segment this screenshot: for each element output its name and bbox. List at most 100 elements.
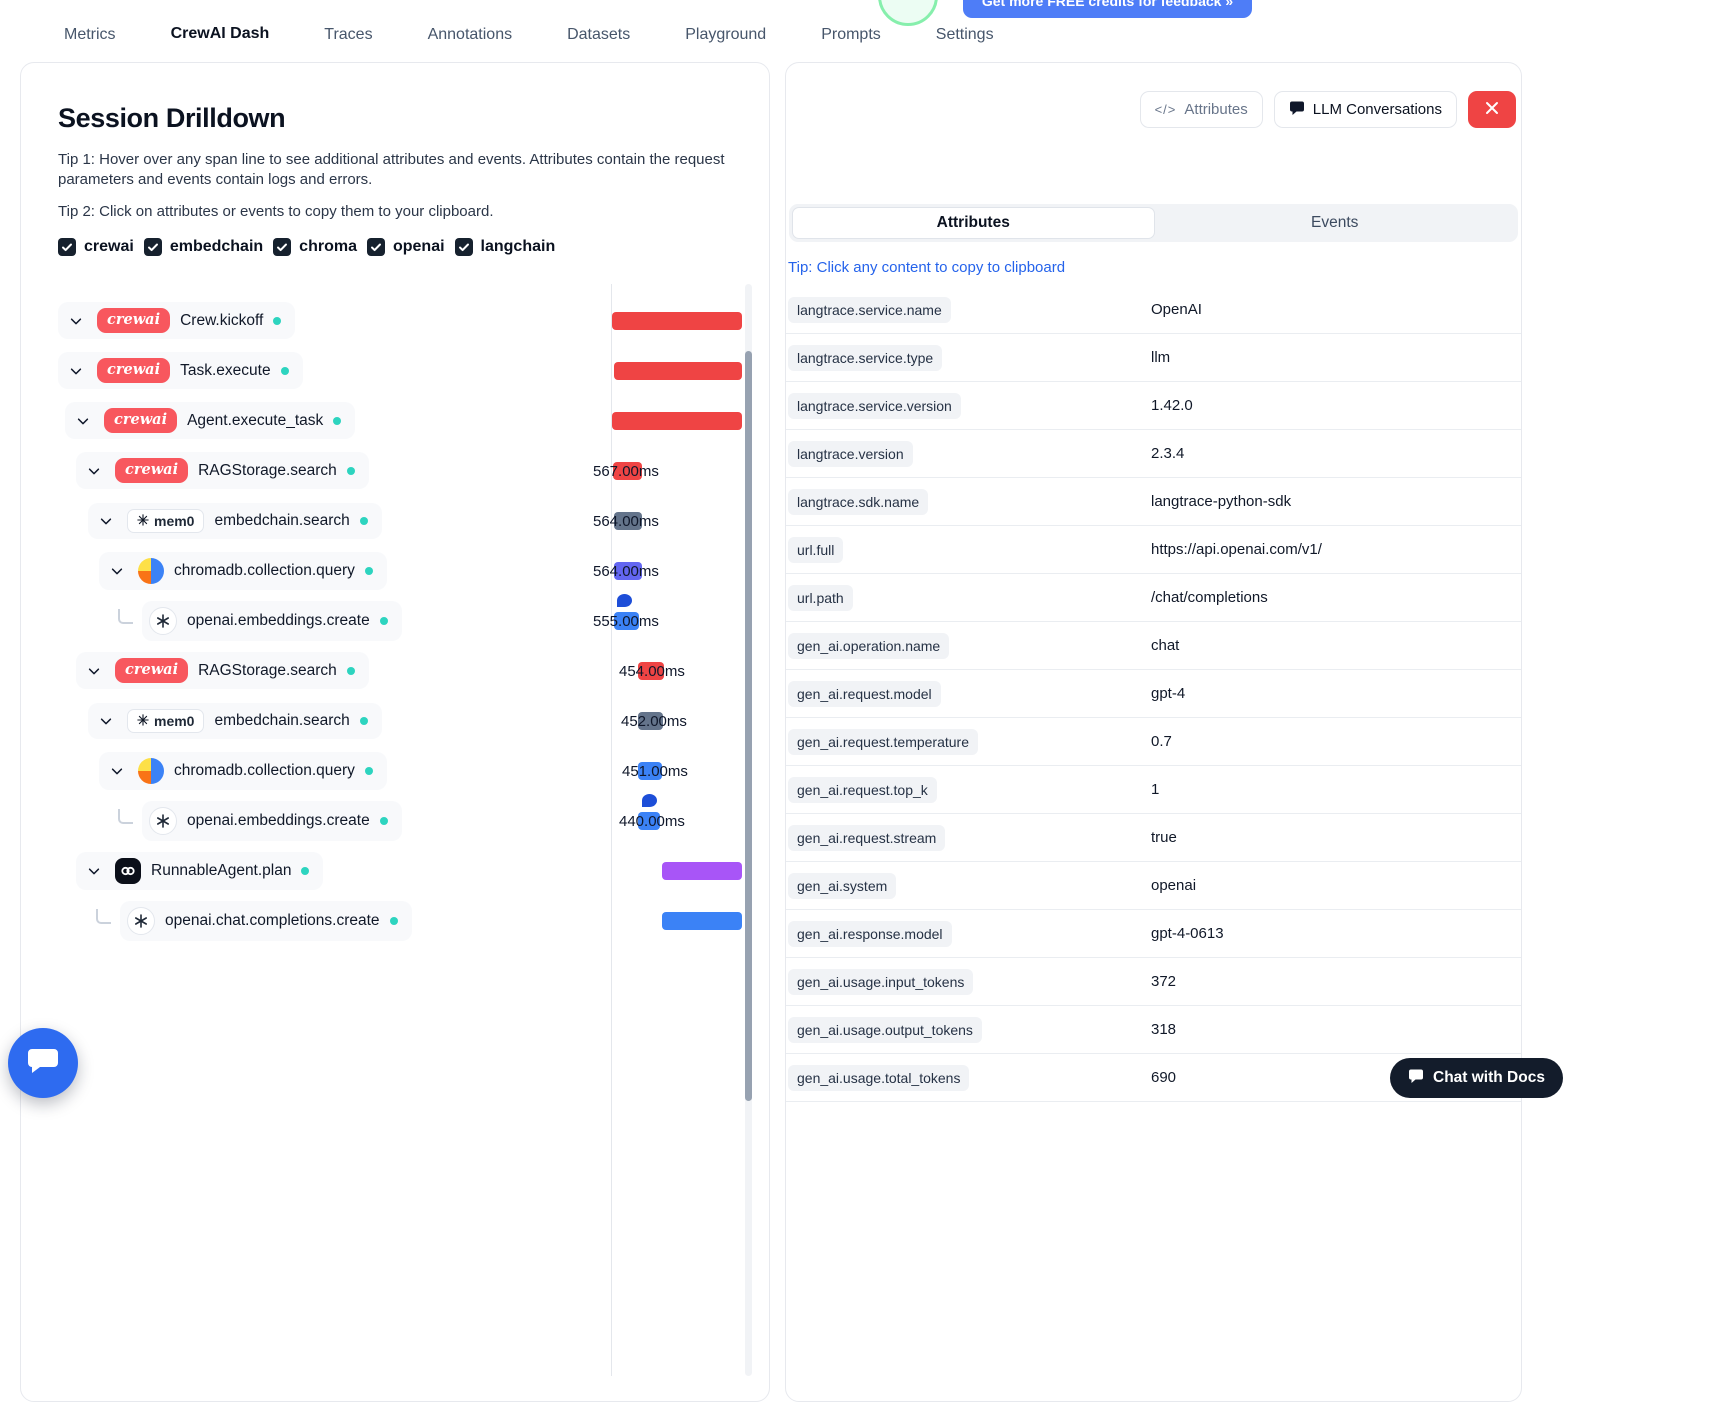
attribute-key[interactable]: url.path <box>788 584 853 611</box>
filter-embedchain[interactable]: embedchain <box>143 237 263 256</box>
span-row[interactable]: RunnableAgent.plan <box>21 846 769 896</box>
close-button[interactable] <box>1468 91 1516 128</box>
span-pill[interactable]: mem0 embedchain.search <box>88 502 382 539</box>
tab-events[interactable]: Events <box>1311 214 1359 231</box>
attribute-key[interactable]: gen_ai.usage.total_tokens <box>788 1064 970 1091</box>
attribute-key[interactable]: gen_ai.request.temperature <box>788 728 978 755</box>
span-row[interactable]: crewai Agent.execute_task <box>21 396 769 446</box>
span-row[interactable]: mem0 embedchain.search 452.00ms <box>21 696 769 746</box>
attribute-key[interactable]: gen_ai.request.top_k <box>788 776 937 803</box>
attribute-value[interactable]: 318 <box>1151 1021 1177 1038</box>
span-duration-bar[interactable] <box>614 361 742 380</box>
nav-tab-metrics[interactable]: Metrics <box>64 26 116 43</box>
span-duration-bar[interactable] <box>614 511 642 530</box>
span-pill[interactable]: openai.embeddings.create <box>142 600 402 641</box>
attribute-key[interactable]: langtrace.version <box>788 440 913 467</box>
span-pill[interactable]: crewai Crew.kickoff <box>58 302 296 339</box>
span-duration-bar[interactable] <box>613 461 642 480</box>
checkbox-icon[interactable] <box>366 237 385 256</box>
span-row[interactable]: crewai Task.execute <box>21 346 769 396</box>
span-duration-bar[interactable] <box>638 761 662 780</box>
span-pill[interactable]: crewai RAGStorage.search <box>76 652 369 689</box>
nav-tab-annotations[interactable]: Annotations <box>427 26 513 43</box>
attribute-key[interactable]: gen_ai.system <box>788 872 897 899</box>
attribute-key[interactable]: langtrace.service.type <box>788 344 943 371</box>
nav-tab-settings[interactable]: Settings <box>935 26 994 43</box>
span-pill[interactable]: crewai Agent.execute_task <box>65 402 356 439</box>
chevron-down-icon[interactable] <box>72 414 94 428</box>
span-pill[interactable]: chromadb.collection.query <box>99 751 387 790</box>
filter-openai[interactable]: openai <box>366 237 445 256</box>
span-row[interactable]: openai.chat.completions.create <box>21 896 769 946</box>
checkbox-icon[interactable] <box>143 237 162 256</box>
attribute-value[interactable]: llm <box>1151 349 1171 366</box>
chevron-down-icon[interactable] <box>65 314 87 328</box>
attribute-value[interactable]: OpenAI <box>1151 301 1202 318</box>
span-pill[interactable]: mem0 embedchain.search <box>88 702 382 739</box>
span-row[interactable]: chromadb.collection.query 564.00ms <box>21 546 769 596</box>
chat-with-docs-button[interactable]: Chat with Docs <box>1390 1058 1563 1098</box>
attribute-key[interactable]: gen_ai.usage.input_tokens <box>788 968 974 995</box>
chevron-down-icon[interactable] <box>83 464 105 478</box>
checkbox-icon[interactable] <box>273 237 292 256</box>
nav-tab-playground[interactable]: Playground <box>685 26 767 43</box>
span-row[interactable]: openai.embeddings.create 555.00ms <box>21 593 769 646</box>
attribute-value[interactable]: 1 <box>1151 781 1160 798</box>
span-pill[interactable]: openai.chat.completions.create <box>120 900 412 941</box>
filter-crewai[interactable]: crewai <box>58 237 134 256</box>
chevron-down-icon[interactable] <box>65 364 87 378</box>
attribute-key[interactable]: gen_ai.request.model <box>788 680 941 707</box>
attribute-key[interactable]: langtrace.sdk.name <box>788 488 929 515</box>
chevron-down-icon[interactable] <box>106 564 128 578</box>
span-row[interactable]: mem0 embedchain.search 564.00ms <box>21 496 769 546</box>
attribute-value[interactable]: chat <box>1151 637 1180 654</box>
span-pill[interactable]: chromadb.collection.query <box>99 551 387 590</box>
span-row[interactable]: crewai Crew.kickoff <box>21 296 769 346</box>
filter-chroma[interactable]: chroma <box>273 237 357 256</box>
span-duration-bar[interactable] <box>638 811 660 830</box>
attribute-key[interactable]: gen_ai.operation.name <box>788 632 950 659</box>
span-duration-bar[interactable] <box>662 911 742 930</box>
chat-widget-button[interactable] <box>8 1028 78 1098</box>
filter-langchain[interactable]: langchain <box>454 237 555 256</box>
span-duration-bar[interactable] <box>612 311 742 330</box>
span-row[interactable]: crewai RAGStorage.search 454.00ms <box>21 646 769 696</box>
attribute-key[interactable]: langtrace.service.name <box>788 296 951 323</box>
nav-tab-traces[interactable]: Traces <box>324 26 373 43</box>
chevron-down-icon[interactable] <box>106 764 128 778</box>
span-duration-bar[interactable] <box>612 411 742 430</box>
span-duration-bar[interactable] <box>662 861 742 880</box>
attribute-value[interactable]: gpt-4-0613 <box>1151 925 1224 942</box>
attribute-value[interactable]: https://api.openai.com/v1/ <box>1151 541 1322 558</box>
attribute-value[interactable]: true <box>1151 829 1177 846</box>
span-pill[interactable]: crewai Task.execute <box>58 352 303 389</box>
span-row[interactable]: chromadb.collection.query 451.00ms <box>21 746 769 796</box>
span-duration-bar[interactable] <box>614 611 639 630</box>
chevron-down-icon[interactable] <box>95 714 117 728</box>
attribute-key[interactable]: langtrace.service.version <box>788 392 961 419</box>
span-duration-bar[interactable] <box>638 711 663 730</box>
attribute-value[interactable]: 2.3.4 <box>1151 445 1185 462</box>
attribute-value[interactable]: langtrace-python-sdk <box>1151 493 1292 510</box>
span-duration-bar[interactable] <box>614 561 642 580</box>
checkbox-icon[interactable] <box>454 237 473 256</box>
attribute-value[interactable]: 690 <box>1151 1069 1177 1086</box>
attributes-button[interactable]: </> Attributes <box>1139 91 1263 128</box>
span-pill[interactable]: RunnableAgent.plan <box>76 851 324 890</box>
attribute-key[interactable]: url.full <box>788 536 844 563</box>
span-duration-bar[interactable] <box>638 661 664 680</box>
nav-tab-prompts[interactable]: Prompts <box>821 26 881 43</box>
checkbox-icon[interactable] <box>58 237 76 256</box>
attribute-key[interactable]: gen_ai.response.model <box>788 920 952 947</box>
attribute-value[interactable]: openai <box>1151 877 1197 894</box>
llm-conversations-button[interactable]: LLM Conversations <box>1273 91 1457 128</box>
attribute-value[interactable]: /chat/completions <box>1151 589 1268 606</box>
attribute-key[interactable]: gen_ai.usage.output_tokens <box>788 1016 982 1043</box>
attribute-value[interactable]: 0.7 <box>1151 733 1172 750</box>
attribute-key[interactable]: gen_ai.request.stream <box>788 824 946 851</box>
scrollbar-thumb[interactable] <box>745 350 752 1101</box>
tab-attributes[interactable]: Attributes <box>792 207 1155 239</box>
credits-button[interactable]: Get more FREE credits for feedback » <box>963 0 1252 18</box>
attribute-value[interactable]: 372 <box>1151 973 1177 990</box>
span-pill[interactable]: openai.embeddings.create <box>142 800 402 841</box>
